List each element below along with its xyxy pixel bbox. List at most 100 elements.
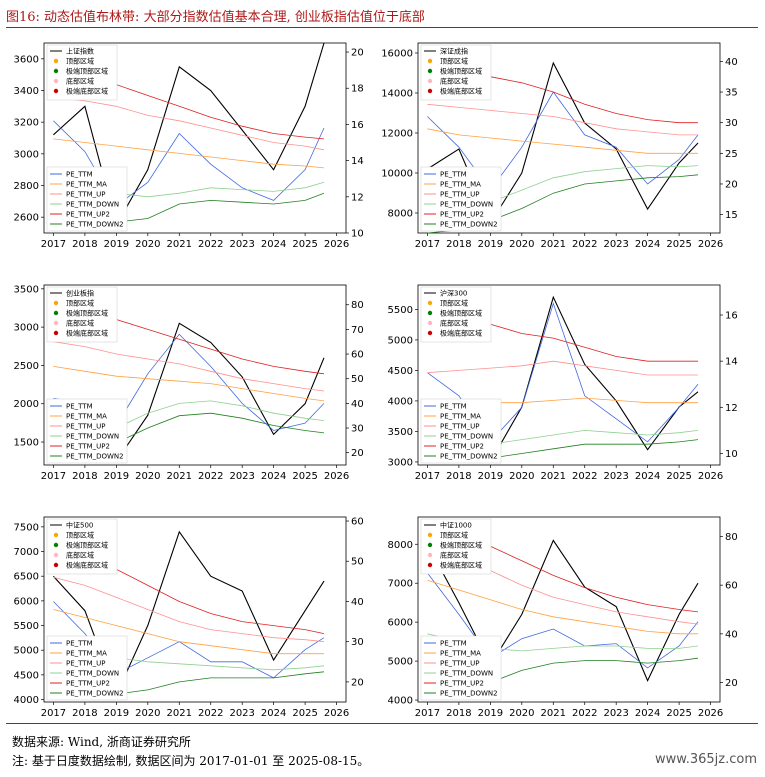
x-tick-label: 2020: [509, 239, 534, 250]
legend-top-box: [420, 286, 492, 343]
legend-top-entry: 底部区域: [440, 319, 468, 328]
x-tick-label: 2017: [415, 708, 440, 719]
legend-bottom-entry: PE_TTM: [440, 640, 467, 648]
x-tick-label: 2025: [666, 708, 691, 719]
x-tick-label: 2024: [261, 471, 286, 482]
x-tick-label: 2019: [104, 471, 129, 482]
legend-top-entry: 顶部区域: [440, 299, 468, 308]
legend-top-entry: 底部区域: [440, 551, 468, 560]
y-right-tick-label: 60: [351, 517, 364, 528]
x-tick-label: 2017: [41, 708, 66, 719]
legend-bottom-entry: PE_TTM_UP2: [440, 211, 484, 219]
x-tick-label: 2020: [135, 239, 160, 250]
legend-top-entry: 顶部区域: [66, 57, 94, 66]
x-tick-label: 2025: [292, 708, 317, 719]
chart-panel-6: 2017 2018 2019 2020 2021 2022 2023 2024 2025 2026…: [388, 516, 738, 719]
legend-bottom-entry: PE_TTM_DOWN2: [440, 221, 498, 229]
y-left-tick-label: 5000: [388, 657, 413, 668]
x-tick-label: 2025: [666, 239, 691, 250]
legend-swatch: [427, 310, 433, 316]
legend-bottom-box: [420, 635, 502, 701]
legend-bottom-box: [46, 635, 128, 701]
x-tick-label: 2018: [446, 708, 471, 719]
y-right-tick-label: 12: [725, 403, 738, 414]
legend-top-entry: 深证成指: [440, 47, 468, 56]
legend-swatch: [53, 542, 59, 548]
chart-panel-3: 2017 2018 2019 2020 2021 2022 2023 2024 2025 2026…: [14, 284, 364, 482]
y-left-tick-label: 8000: [388, 209, 413, 220]
legend-swatch: [53, 552, 59, 558]
y-right-tick-label: 40: [725, 629, 738, 640]
x-tick-label: 2021: [541, 471, 566, 482]
legend-top-entry: 极端底部区域: [66, 329, 108, 338]
plot-frame: [417, 42, 721, 234]
y-left-tick-label: 3600: [14, 54, 39, 65]
y-right-tick-label: 25: [725, 149, 738, 160]
legend-swatch: [427, 330, 433, 336]
x-tick-label: 2019: [478, 471, 503, 482]
legend-top-entry: 底部区域: [66, 77, 94, 86]
legend-swatch: [53, 58, 59, 64]
x-tick-label: 2018: [72, 239, 97, 250]
x-tick-label: 2019: [104, 708, 129, 719]
y-right-tick-label: 20: [351, 48, 364, 59]
y-right-tick-label: 12: [351, 192, 364, 203]
y-left-tick-label: 8000: [388, 540, 413, 551]
x-tick-label: 2019: [478, 708, 503, 719]
legend-bottom-box: [46, 398, 128, 464]
y-right-tick-label: 20: [351, 448, 364, 459]
title-rule: [6, 27, 758, 28]
plot-frame: [43, 284, 347, 466]
legend-bottom-entry: PE_TTM_UP2: [66, 680, 110, 688]
legend-top-entry: 顶部区域: [440, 57, 468, 66]
y-right-tick-label: 60: [351, 350, 364, 361]
legend-bottom-entry: PE_TTM_MA: [66, 650, 107, 658]
chart-panel-1: 2017 2018 2019 2020 2021 2022 2023 2024 2025 2026…: [14, 42, 364, 250]
legend-top-entry: 沪深300: [440, 289, 467, 298]
x-tick-label: 2026: [698, 708, 723, 719]
legend-bottom-entry: PE_TTM_UP: [66, 660, 105, 668]
x-tick-label: 2018: [72, 471, 97, 482]
y-left-tick-label: 3000: [14, 149, 39, 160]
legend-swatch: [427, 78, 433, 84]
legend-swatch: [53, 310, 59, 316]
legend-bottom-entry: PE_TTM_DOWN2: [66, 453, 124, 461]
x-tick-label: 2018: [72, 708, 97, 719]
plot-frame: [417, 284, 721, 466]
legend-top-box: [46, 44, 118, 101]
source-note: 数据来源: Wind, 浙商证券研究所: [12, 735, 191, 749]
legend-top-entry: 极端底部区域: [66, 87, 108, 96]
footer-rule: [6, 723, 758, 724]
y-left-tick-label: 3000: [14, 323, 39, 334]
y-right-tick-label: 35: [725, 88, 738, 99]
legend-top-entry: 中证500: [66, 521, 93, 530]
x-tick-label: 2021: [167, 471, 192, 482]
legend-top-entry: 顶部区域: [440, 531, 468, 540]
legend-swatch: [53, 532, 59, 538]
series-up: [53, 96, 325, 151]
legend-bottom-entry: PE_TTM_UP: [66, 423, 105, 431]
legend-swatch: [427, 88, 433, 94]
y-left-tick-label: 14000: [381, 89, 413, 100]
x-tick-label: 2026: [698, 471, 723, 482]
x-tick-label: 2023: [603, 708, 628, 719]
y-left-tick-label: 5000: [388, 335, 413, 346]
legend-top-entry: 底部区域: [66, 319, 94, 328]
legend-swatch: [53, 78, 59, 84]
legend-top-entry: 极端顶部区域: [440, 541, 482, 550]
legend-top-entry: 创业板指: [66, 289, 94, 298]
legend-swatch: [427, 542, 433, 548]
y-right-tick-label: 10: [351, 229, 364, 240]
legend-bottom-entry: PE_TTM_DOWN: [66, 201, 119, 209]
series-up: [427, 360, 698, 376]
y-left-tick-label: 2600: [14, 213, 39, 224]
x-tick-label: 2019: [104, 239, 129, 250]
series-up: [427, 103, 698, 136]
legend-bottom-entry: PE_TTM_UP2: [440, 443, 484, 451]
legend-bottom-entry: PE_TTM_MA: [66, 413, 107, 421]
x-tick-label: 2024: [635, 471, 660, 482]
plot-frame: [43, 516, 347, 703]
x-tick-label: 2020: [509, 471, 534, 482]
y-left-tick-label: 3500: [388, 427, 413, 438]
series-price: [53, 42, 325, 227]
